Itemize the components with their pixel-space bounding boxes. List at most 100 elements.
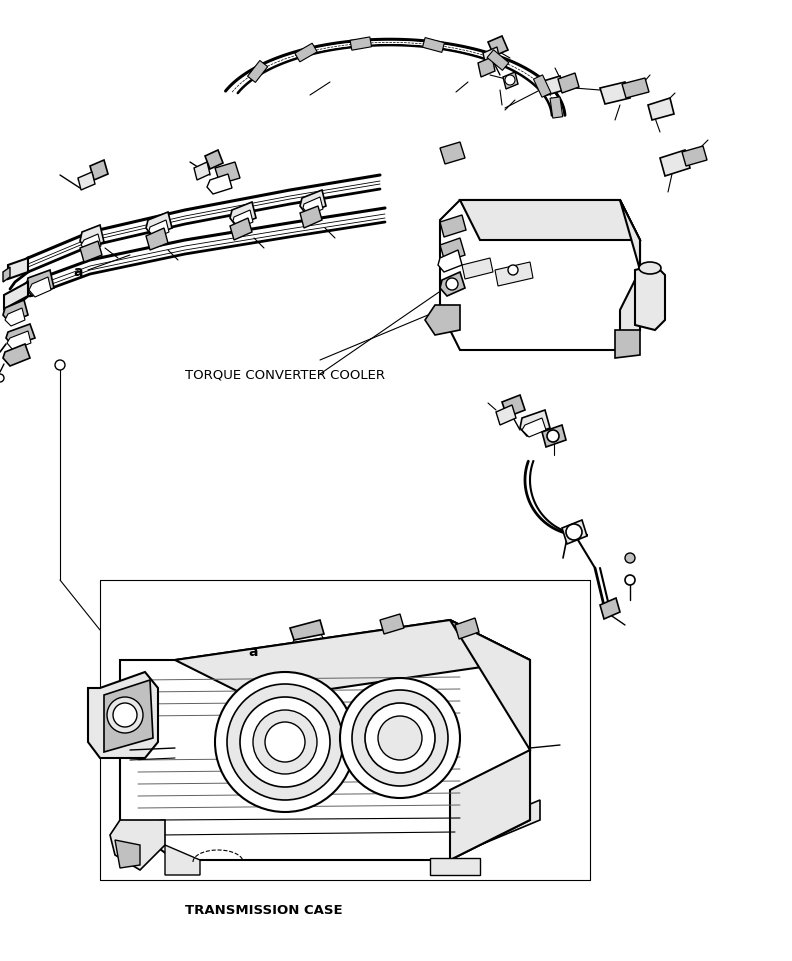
Polygon shape bbox=[635, 265, 665, 330]
Text: TRANSMISSION CASE: TRANSMISSION CASE bbox=[185, 903, 343, 917]
Text: a: a bbox=[73, 265, 82, 279]
Polygon shape bbox=[205, 150, 223, 169]
Text: a: a bbox=[248, 645, 257, 659]
Polygon shape bbox=[230, 218, 252, 240]
Polygon shape bbox=[430, 858, 480, 875]
Polygon shape bbox=[80, 241, 102, 262]
Ellipse shape bbox=[639, 262, 661, 274]
Polygon shape bbox=[438, 250, 462, 272]
Polygon shape bbox=[115, 840, 140, 868]
Polygon shape bbox=[80, 225, 104, 249]
Circle shape bbox=[365, 703, 435, 773]
Polygon shape bbox=[487, 50, 509, 70]
Polygon shape bbox=[81, 234, 101, 252]
Polygon shape bbox=[233, 210, 253, 228]
Circle shape bbox=[0, 374, 4, 382]
Polygon shape bbox=[534, 75, 551, 97]
Circle shape bbox=[625, 575, 635, 585]
Text: TORQUE CONVERTER COOLER: TORQUE CONVERTER COOLER bbox=[185, 368, 385, 382]
Polygon shape bbox=[550, 97, 562, 118]
Polygon shape bbox=[303, 197, 323, 215]
Polygon shape bbox=[620, 200, 640, 350]
Polygon shape bbox=[3, 300, 28, 323]
Polygon shape bbox=[483, 47, 500, 66]
Polygon shape bbox=[6, 324, 35, 346]
Polygon shape bbox=[440, 238, 465, 262]
Polygon shape bbox=[29, 277, 51, 297]
Circle shape bbox=[240, 697, 330, 787]
Polygon shape bbox=[104, 680, 153, 752]
Polygon shape bbox=[462, 258, 493, 279]
Circle shape bbox=[352, 690, 448, 786]
Circle shape bbox=[215, 672, 355, 812]
Polygon shape bbox=[3, 344, 30, 366]
Polygon shape bbox=[4, 282, 28, 309]
Polygon shape bbox=[165, 800, 540, 845]
Polygon shape bbox=[600, 82, 630, 104]
Circle shape bbox=[55, 360, 65, 370]
Polygon shape bbox=[522, 418, 546, 437]
Polygon shape bbox=[455, 618, 479, 639]
Polygon shape bbox=[440, 142, 465, 164]
Polygon shape bbox=[7, 331, 31, 350]
Polygon shape bbox=[440, 272, 465, 296]
Polygon shape bbox=[146, 228, 168, 250]
Polygon shape bbox=[300, 206, 322, 228]
Polygon shape bbox=[648, 98, 674, 120]
Polygon shape bbox=[450, 620, 530, 860]
Polygon shape bbox=[295, 43, 317, 62]
Polygon shape bbox=[380, 614, 404, 634]
Polygon shape bbox=[215, 162, 240, 184]
Polygon shape bbox=[149, 220, 169, 238]
Polygon shape bbox=[8, 258, 28, 279]
Polygon shape bbox=[682, 146, 707, 166]
Polygon shape bbox=[478, 57, 495, 77]
Polygon shape bbox=[350, 37, 371, 50]
Polygon shape bbox=[615, 330, 640, 358]
Circle shape bbox=[107, 697, 143, 733]
Polygon shape bbox=[90, 160, 108, 180]
Polygon shape bbox=[422, 37, 444, 53]
Circle shape bbox=[378, 716, 422, 760]
Polygon shape bbox=[542, 425, 566, 447]
Circle shape bbox=[505, 75, 515, 85]
Polygon shape bbox=[440, 215, 466, 237]
Polygon shape bbox=[496, 405, 516, 425]
Polygon shape bbox=[540, 76, 564, 96]
Polygon shape bbox=[495, 262, 533, 286]
Circle shape bbox=[566, 524, 582, 540]
Polygon shape bbox=[165, 845, 200, 875]
Polygon shape bbox=[120, 620, 530, 860]
Polygon shape bbox=[600, 598, 620, 619]
Circle shape bbox=[508, 265, 518, 275]
Polygon shape bbox=[290, 620, 324, 640]
Polygon shape bbox=[558, 73, 579, 93]
Polygon shape bbox=[78, 172, 95, 190]
Polygon shape bbox=[175, 620, 530, 700]
Polygon shape bbox=[300, 190, 326, 214]
Polygon shape bbox=[440, 200, 640, 350]
Polygon shape bbox=[562, 520, 587, 544]
Polygon shape bbox=[660, 150, 690, 176]
Polygon shape bbox=[146, 212, 172, 236]
Polygon shape bbox=[194, 162, 210, 180]
Polygon shape bbox=[425, 305, 460, 335]
Circle shape bbox=[625, 553, 635, 563]
Polygon shape bbox=[520, 410, 550, 436]
Circle shape bbox=[446, 278, 458, 290]
Circle shape bbox=[340, 678, 460, 798]
Polygon shape bbox=[26, 270, 54, 296]
Circle shape bbox=[227, 684, 343, 800]
Polygon shape bbox=[488, 36, 508, 56]
Polygon shape bbox=[5, 308, 25, 326]
Circle shape bbox=[253, 710, 317, 774]
Circle shape bbox=[113, 703, 137, 727]
Polygon shape bbox=[503, 72, 518, 89]
Polygon shape bbox=[207, 174, 232, 194]
Circle shape bbox=[547, 430, 559, 442]
Circle shape bbox=[265, 722, 305, 762]
Polygon shape bbox=[230, 202, 256, 226]
Polygon shape bbox=[622, 78, 649, 98]
Polygon shape bbox=[248, 61, 268, 83]
Polygon shape bbox=[110, 820, 165, 870]
